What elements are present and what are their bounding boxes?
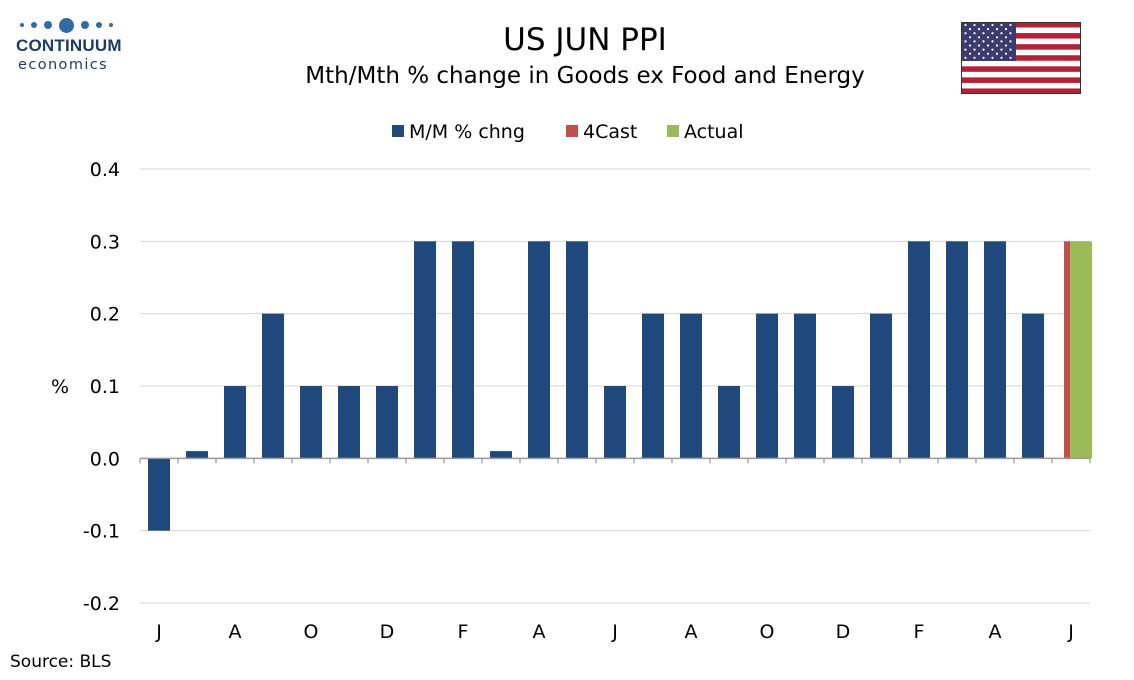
y-tick-label: -0.2: [83, 593, 120, 615]
x-tick-label: O: [760, 621, 775, 643]
legend-swatch: [667, 125, 679, 137]
y-tick-label: 0.4: [90, 159, 120, 181]
legend-label: Actual: [684, 121, 744, 143]
bar: [832, 386, 854, 459]
y-tick-label: 0.3: [90, 231, 120, 253]
legend-label: M/M % chng: [409, 121, 525, 143]
bar: [1070, 241, 1092, 459]
bar: [186, 451, 208, 459]
bar: [338, 386, 360, 459]
bar: [224, 386, 246, 459]
bar: [528, 241, 550, 459]
legend-label: 4Cast: [583, 121, 637, 143]
x-tick-label: D: [836, 621, 851, 643]
bar: [642, 313, 664, 459]
chart-subtitle: Mth/Mth % change in Goods ex Food and En…: [305, 63, 865, 89]
us-flag-icon: [961, 22, 1081, 94]
y-tick-label: 0.2: [90, 304, 120, 326]
bar: [794, 313, 816, 459]
bar: [680, 313, 702, 459]
chart-title: US JUN PPI: [503, 22, 667, 58]
logo-subname: economics: [18, 57, 109, 73]
bar: [604, 386, 626, 459]
logo-name: CONTINUUM: [16, 36, 122, 55]
bar: [300, 386, 322, 459]
bar: [376, 386, 398, 459]
bar: [148, 458, 170, 531]
bar: [908, 241, 930, 459]
bar: [452, 241, 474, 459]
bar: [262, 313, 284, 459]
bar: [1022, 313, 1044, 459]
x-tick-label: A: [685, 621, 698, 643]
legend-swatch: [566, 125, 578, 137]
source-note: Source: BLS: [10, 652, 112, 672]
bar: [718, 386, 740, 459]
bar: [756, 313, 778, 459]
logo-dots-icon: [20, 14, 142, 36]
x-tick-label: F: [458, 621, 469, 643]
bar: [490, 451, 512, 459]
bar: [984, 241, 1006, 459]
x-tick-label: J: [611, 621, 618, 643]
x-tick-label: F: [914, 621, 925, 643]
x-tick-label: D: [380, 621, 395, 643]
continuum-logo: CONTINUUM economics: [12, 14, 142, 84]
x-tick-label: O: [304, 621, 319, 643]
x-tick-label: J: [155, 621, 162, 643]
bar: [414, 241, 436, 459]
y-axis-label: %: [51, 376, 69, 398]
bar: [566, 241, 588, 459]
legend-swatch: [392, 125, 404, 137]
bar: [870, 313, 892, 459]
x-tick-label: A: [989, 621, 1002, 643]
bar: [1064, 241, 1070, 459]
x-tick-label: A: [533, 621, 546, 643]
x-tick-label: A: [229, 621, 242, 643]
y-tick-label: -0.1: [83, 521, 120, 543]
x-tick-label: J: [1067, 621, 1074, 643]
bar: [946, 241, 968, 459]
y-tick-label: 0.0: [90, 448, 120, 470]
y-tick-label: 0.1: [90, 376, 120, 398]
